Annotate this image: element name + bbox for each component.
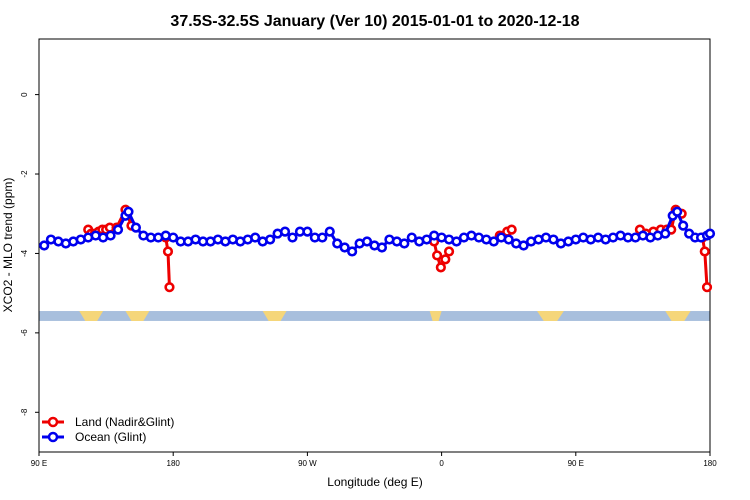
ocean-point [399, 238, 410, 249]
land-point [435, 262, 446, 273]
ocean-point [287, 232, 298, 243]
land-point [432, 250, 443, 261]
ocean-point [361, 236, 373, 247]
land-point [699, 246, 710, 257]
ocean-band [39, 311, 710, 321]
ocean-point [279, 226, 291, 237]
legend-land-label: Land (Nadir&Glint) [75, 415, 174, 429]
ocean-point [317, 232, 328, 243]
ocean-point [105, 230, 116, 241]
ocean-point [347, 246, 358, 257]
land-patch [665, 311, 691, 321]
ocean-point [302, 226, 313, 237]
legend-ocean-marker [47, 431, 59, 443]
ocean-series [39, 206, 716, 257]
x-tick-label: 180 [167, 459, 181, 468]
ocean-point [376, 242, 388, 253]
ocean-point [406, 232, 417, 243]
ocean-point [421, 234, 432, 245]
legend-land-marker [47, 416, 59, 428]
land-point [701, 282, 713, 293]
land-point [164, 282, 175, 293]
ocean-point [672, 206, 683, 217]
land-point [443, 246, 455, 257]
land-point [162, 246, 174, 257]
chart-title: 37.5S-32.5S January (Ver 10) 2015-01-01 … [170, 13, 579, 30]
ocean-point [339, 242, 350, 253]
ocean-point [123, 206, 134, 217]
x-axis-label: Longitude (deg E) [327, 475, 422, 489]
y-tick-label: -2 [20, 170, 29, 178]
y-tick-label: -8 [20, 408, 29, 416]
ocean-point [503, 234, 514, 245]
legend-ocean-label: Ocean (Glint) [75, 430, 146, 444]
ocean-point [168, 232, 179, 243]
ocean-point [332, 238, 343, 249]
ocean-point [265, 234, 276, 245]
y-tick-label: 0 [20, 92, 29, 97]
ocean-point [660, 228, 671, 239]
ocean-point [704, 228, 716, 239]
land-line [701, 237, 709, 288]
y-tick-label: -4 [20, 249, 29, 257]
land-line [164, 237, 171, 288]
x-tick-label: 90 E [31, 459, 47, 468]
x-tick-label: 90 E [568, 459, 584, 468]
land-point [440, 254, 451, 265]
land-patch [79, 311, 104, 321]
y-tick-label: -6 [20, 329, 29, 337]
axes: 90 E 180 90 W 0 90 E 180 0 -2 -4 -6 -8 [20, 38, 717, 468]
land-ocean-strip [39, 311, 710, 321]
land-patch [429, 311, 442, 321]
ocean-point [324, 226, 335, 237]
ocean-point [39, 240, 50, 251]
plot-frame [38, 38, 711, 453]
ocean-point [548, 234, 559, 245]
land-patch [537, 311, 564, 321]
y-axis-label: XCO2 - MLO trend (ppm) [1, 178, 15, 313]
ocean-point [250, 232, 261, 243]
legend: Land (Nadir&Glint) Ocean (Glint) [42, 415, 174, 444]
land-point [506, 224, 517, 235]
ocean-point [130, 222, 142, 233]
ocean-point [678, 220, 689, 231]
land-patch [262, 311, 287, 321]
ocean-point [112, 224, 124, 235]
ocean-point [488, 236, 499, 247]
land-patch [125, 311, 150, 321]
ocean-point [451, 236, 462, 247]
ocean-point [518, 240, 529, 251]
x-tick-label: 180 [703, 459, 717, 468]
x-tick-label: 0 [439, 459, 444, 468]
land-series [83, 204, 713, 293]
x-tick-label: 90 W [298, 459, 317, 468]
